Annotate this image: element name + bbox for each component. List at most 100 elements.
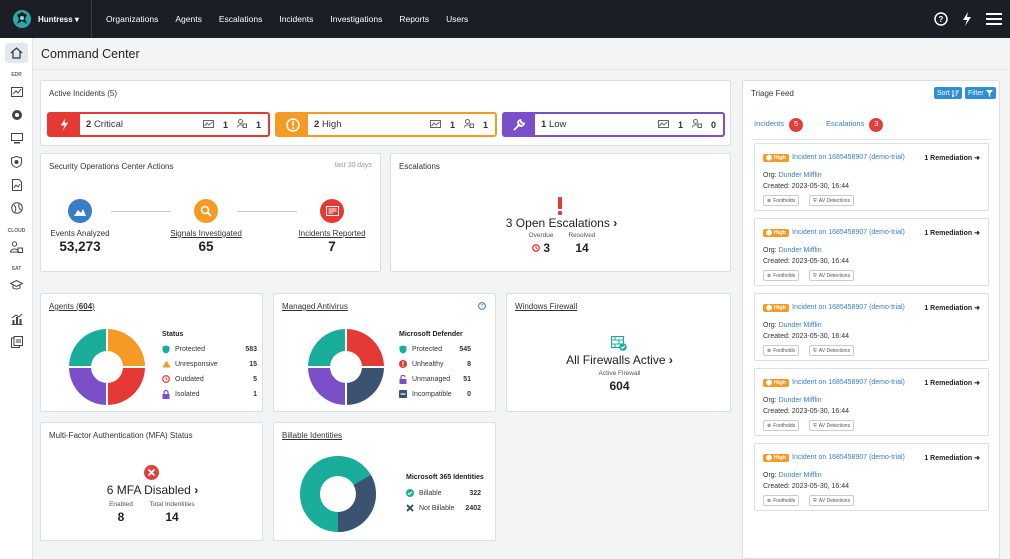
- mfa-enabled-label: Enabled: [109, 501, 133, 508]
- open-escalations-link[interactable]: 3 Open Escalations ›: [505, 216, 618, 230]
- footholds-icon: ⊗: [767, 497, 772, 504]
- triage-item[interactable]: ⬤ High Incident on 1685458907 (demo-tria…: [754, 218, 989, 286]
- arrow-right-icon: ➜: [974, 380, 980, 387]
- exclamation-icon: [558, 197, 562, 215]
- high-users-count: 1: [482, 119, 488, 130]
- nav-incidents[interactable]: Incidents: [279, 14, 314, 24]
- help-icon[interactable]: ?: [934, 12, 948, 26]
- menu-icon[interactable]: [986, 12, 1002, 26]
- filter-button[interactable]: Filter: [965, 87, 996, 99]
- legend-av-incompatible: Incompatible 0: [399, 390, 471, 398]
- av-shield-icon: ⛨: [813, 497, 817, 504]
- low-users-count: 0: [710, 119, 716, 130]
- remediation-link[interactable]: 1 Remediation ➜: [924, 455, 980, 462]
- incident-link[interactable]: Incident on 1685458907 (demo-trial): [792, 454, 905, 461]
- nav-users[interactable]: Users: [446, 14, 469, 24]
- huntress-logo[interactable]: [12, 9, 32, 29]
- org-link[interactable]: Dunder Mifflin: [778, 397, 822, 404]
- sidebar-item-activity[interactable]: [5, 82, 28, 102]
- user-icon: [691, 119, 702, 130]
- sidebar-item-training[interactable]: [5, 275, 28, 295]
- flow-arrow: [111, 211, 171, 212]
- remediation-link[interactable]: 1 Remediation ➜: [924, 380, 980, 387]
- sidebar-item-global[interactable]: [5, 198, 28, 218]
- nav-investigations[interactable]: Investigations: [330, 14, 383, 24]
- triage-item[interactable]: ⬤ High Incident on 1685458907 (demo-tria…: [754, 293, 989, 361]
- lightning-icon[interactable]: [962, 12, 972, 26]
- globe-icon: [10, 202, 23, 214]
- created-line: Created: 2023-05-30, 16:44: [763, 258, 850, 265]
- org-switcher[interactable]: Huntress ▾: [38, 14, 79, 24]
- remediation-link[interactable]: 1 Remediation ➜: [924, 305, 980, 312]
- home-icon: [10, 47, 23, 59]
- host-icon: [657, 119, 669, 130]
- org-link[interactable]: Dunder Mifflin: [778, 322, 822, 329]
- nav-reports[interactable]: Reports: [399, 14, 430, 24]
- legend-av-unmanaged: Unmanaged 51: [399, 375, 471, 384]
- triage-item[interactable]: ⬤ High Incident on 1685458907 (demo-tria…: [754, 368, 989, 436]
- resolved-label: Resolved: [568, 232, 596, 239]
- billable-title[interactable]: Billable Identities: [282, 431, 343, 440]
- info-icon[interactable]: ?: [478, 302, 486, 310]
- lock-icon: [162, 390, 170, 399]
- incident-link[interactable]: Incident on 1685458907 (demo-trial): [792, 229, 905, 236]
- x-icon: [406, 504, 414, 512]
- remediation-link[interactable]: 1 Remediation ➜: [924, 230, 980, 237]
- severity-high-button[interactable]: 2 High 1 1: [275, 112, 497, 137]
- org-link[interactable]: Dunder Mifflin: [778, 172, 822, 179]
- incident-link[interactable]: Incident on 1685458907 (demo-trial): [792, 154, 905, 161]
- nav-organizations[interactable]: Organizations: [105, 14, 159, 24]
- legend-isolated: Isolated 1: [162, 390, 257, 399]
- signals-link[interactable]: Signals Investigated: [170, 229, 242, 238]
- nav-agents[interactable]: Agents: [175, 14, 202, 24]
- antivirus-title[interactable]: Managed Antivirus: [282, 302, 348, 311]
- severity-critical-button[interactable]: 2 Critical 1 1: [47, 112, 270, 137]
- svg-text:?: ?: [939, 15, 944, 24]
- firewall-headline-link[interactable]: All Firewalls Active ›: [566, 353, 673, 367]
- sidebar-item-reports[interactable]: [5, 175, 28, 195]
- tag-footholds: ⊗ Footholds: [763, 195, 800, 206]
- sort-button[interactable]: Sort: [934, 87, 962, 99]
- overdue-value: 3: [521, 241, 561, 255]
- sidebar-item-antivirus[interactable]: [5, 105, 28, 125]
- org-line: Org: Dunder Mifflin: [763, 472, 822, 479]
- warning-icon: [277, 114, 308, 135]
- tabs-divider: [751, 139, 991, 140]
- footholds-icon: ⊗: [767, 347, 772, 354]
- report-icon: [320, 199, 344, 223]
- severity-low-button[interactable]: 1 Low 1 0: [502, 112, 725, 137]
- chart-icon: [10, 87, 23, 97]
- sidebar-item-billing[interactable]: [5, 332, 28, 352]
- av-shield-icon: ⛨: [813, 347, 817, 354]
- active-incidents-card: Active Incidents (5) 2 Critical 1 1 2 Hi…: [40, 80, 731, 146]
- sidebar-item-security[interactable]: [5, 152, 28, 172]
- severity-badge: ⬤ High: [763, 379, 789, 387]
- remediation-link[interactable]: 1 Remediation ➜: [924, 155, 980, 162]
- triage-item[interactable]: ⬤ High Incident on 1685458907 (demo-tria…: [754, 443, 989, 511]
- legend-protected: Protected 583: [162, 345, 257, 354]
- tag-av-detections: ⛨ AV Detections: [809, 420, 855, 431]
- agents-title[interactable]: Agents (604): [49, 302, 95, 311]
- close-circle-icon: [144, 465, 159, 480]
- sidebar-item-identities[interactable]: [5, 237, 28, 257]
- events-value: 53,273: [59, 239, 101, 254]
- incidents-reported-link[interactable]: Incidents Reported: [298, 229, 366, 238]
- sidebar-item-analytics[interactable]: [5, 309, 28, 329]
- check-circle-icon: [406, 489, 414, 497]
- mfa-headline-link[interactable]: 6 MFA Disabled ›: [106, 483, 199, 497]
- tab-escalations[interactable]: Escalations 3: [826, 118, 884, 132]
- incident-link[interactable]: Incident on 1685458907 (demo-trial): [792, 379, 905, 386]
- sidebar-home[interactable]: [5, 43, 28, 63]
- severity-critical-label: 2 Critical: [86, 119, 123, 130]
- resolved-value: 14: [575, 241, 589, 255]
- monitor-icon: [10, 132, 23, 143]
- triage-item[interactable]: ⬤ High Incident on 1685458907 (demo-tria…: [754, 143, 989, 211]
- org-link[interactable]: Dunder Mifflin: [778, 472, 822, 479]
- nav-escalations[interactable]: Escalations: [218, 14, 263, 24]
- org-link[interactable]: Dunder Mifflin: [778, 247, 822, 254]
- incident-link[interactable]: Incident on 1685458907 (demo-trial): [792, 304, 905, 311]
- firewall-count: 604: [609, 379, 630, 393]
- firewall-title[interactable]: Windows Firewall: [515, 302, 578, 311]
- sidebar-item-hosts[interactable]: [5, 128, 28, 148]
- tab-incidents[interactable]: Incidents 5: [754, 118, 804, 132]
